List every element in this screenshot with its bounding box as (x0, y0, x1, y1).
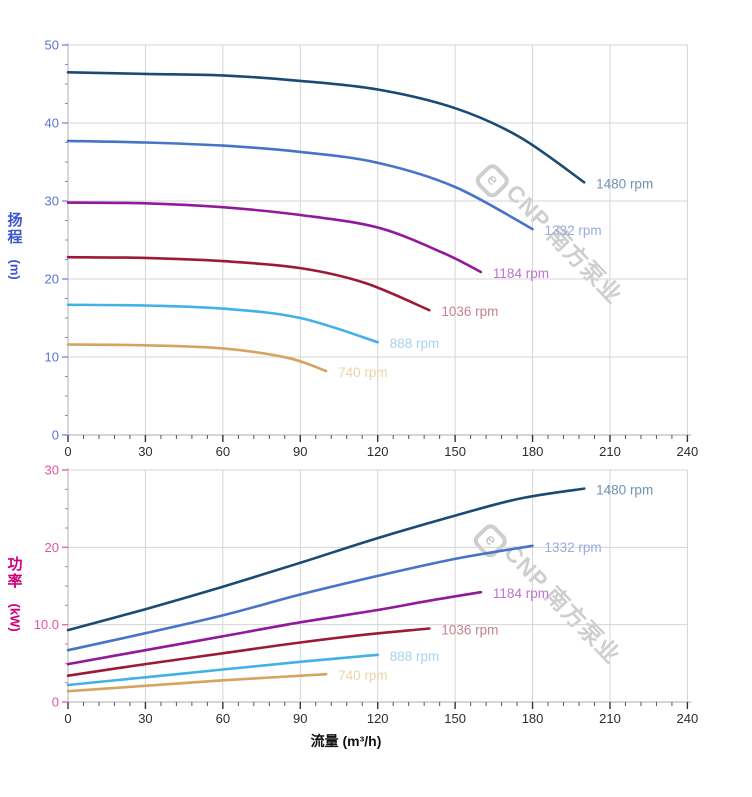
curve-1480-rpm (66, 487, 586, 632)
x-tick-label: 240 (677, 711, 699, 726)
x-tick-label: 90 (293, 711, 307, 726)
curve-1184-rpm (66, 590, 483, 666)
curve-740-rpm (66, 343, 328, 373)
x-tick-label: 30 (138, 444, 152, 459)
curve-888-rpm (66, 653, 379, 687)
series-label-1332-rpm: 1332 rpm (545, 540, 602, 555)
chart-area-1: 0 30 60 90 120 150 180 210 240 0 10.0 20 30 1480 rpm 1… (34, 463, 699, 727)
x-tick-label: 30 (138, 711, 152, 726)
curve-1184-rpm (66, 201, 483, 274)
x-tick-label: 120 (367, 711, 389, 726)
series-label-1184-rpm: 1184 rpm (493, 586, 549, 601)
series-label-1184-rpm: 1184 rpm (493, 266, 549, 281)
curve-740-rpm (66, 672, 328, 693)
x-tick-label: 60 (216, 711, 230, 726)
curve-1036-rpm (66, 255, 431, 312)
x-tick-label: 60 (216, 444, 230, 459)
y-tick-label: 0 (52, 695, 59, 710)
x-tick-label: 120 (367, 444, 389, 459)
curve-888-rpm (66, 303, 379, 344)
x-tick-label: 180 (522, 444, 544, 459)
x-tick-label: 210 (599, 444, 621, 459)
head-axis-unit: (m) (7, 259, 23, 280)
x-tick-label: 180 (522, 711, 544, 726)
curve-1036-rpm (66, 627, 431, 678)
x-tick-label: 90 (293, 444, 307, 459)
power-axis-unit: (kW) (7, 603, 23, 632)
curve-1332-rpm (66, 139, 534, 231)
y-tick-label: 50 (45, 38, 59, 53)
series-label-1480-rpm: 1480 rpm (596, 176, 653, 191)
series-label-1332-rpm: 1332 rpm (545, 223, 602, 238)
power-axis-title: 功率 (kW) (6, 556, 24, 632)
y-tick-label: 10.0 (34, 617, 59, 632)
x-tick-label: 210 (599, 711, 621, 726)
series-label-740-rpm: 740 rpm (338, 365, 388, 380)
series-label-888-rpm: 888 rpm (390, 649, 440, 664)
x-tick-label: 150 (444, 444, 466, 459)
x-tick-label: 240 (677, 444, 699, 459)
y-tick-label: 0 (52, 428, 59, 443)
x-tick-label: 0 (64, 444, 71, 459)
y-tick-label: 20 (45, 272, 59, 287)
y-tick-label: 10 (45, 350, 59, 365)
x-tick-label: 150 (444, 711, 466, 726)
flow-axis-title: 流量 (m³/h) (310, 733, 382, 749)
series-label-1036-rpm: 1036 rpm (441, 623, 498, 638)
curve-1480-rpm (66, 71, 586, 184)
chart-area-0: 0 30 60 90 120 150 180 210 240 0 10 20 30 40 50 1480 rp… (45, 38, 699, 460)
curve-1332-rpm (66, 544, 534, 652)
y-tick-label: 40 (45, 116, 59, 131)
power-axis-title-text: 功率 (7, 556, 23, 591)
head-axis-title: 扬程 (m) (6, 212, 24, 280)
head-axis-title-text: 扬程 (7, 212, 23, 247)
series-label-1480-rpm: 1480 rpm (596, 483, 653, 498)
series-label-888-rpm: 888 rpm (390, 336, 440, 351)
series-label-740-rpm: 740 rpm (338, 668, 388, 683)
x-tick-label: 0 (64, 711, 71, 726)
y-tick-label: 30 (45, 463, 59, 478)
series-label-1036-rpm: 1036 rpm (441, 304, 498, 319)
y-tick-label: 30 (45, 194, 59, 209)
y-tick-label: 20 (45, 540, 59, 555)
